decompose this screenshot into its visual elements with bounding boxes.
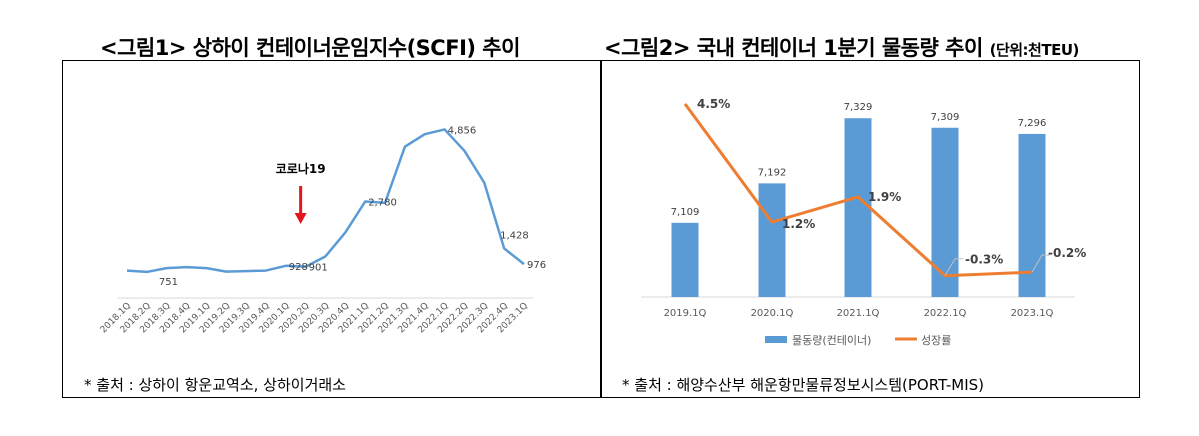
- bar-value-label: 7,192: [758, 167, 787, 178]
- figure1-source-note: * 출처 : 상하이 항운교역소, 상하이거래소: [84, 376, 346, 394]
- x-tick-label: 2020.1Q: [751, 308, 794, 319]
- data-label: 1,428: [500, 230, 529, 241]
- arrow-down-icon: [294, 213, 307, 224]
- bar-value-label: 7,109: [671, 207, 700, 218]
- line-value-label: 1.9%: [868, 190, 901, 204]
- line-value-label: 4.5%: [697, 97, 730, 111]
- data-label: 751: [159, 277, 178, 288]
- bar-2023.1Q: [1018, 133, 1046, 297]
- bar-value-label: 7,296: [1018, 118, 1047, 129]
- annotation-label: 코로나19: [276, 161, 326, 176]
- data-label: 928: [289, 262, 308, 273]
- x-tick-label: 2019.1Q: [664, 308, 707, 319]
- data-label: 2,780: [368, 198, 397, 209]
- bar-value-label: 7,329: [844, 102, 873, 113]
- legend-bar-swatch: [765, 336, 787, 343]
- data-label: 4,856: [448, 125, 477, 136]
- leader-line: [944, 258, 963, 276]
- growth-rate-line: [683, 103, 1033, 278]
- line-value-label: -0.2%: [1048, 246, 1086, 260]
- figure2-source-note: * 출처 : 해양수산부 해운항만물류정보시스템(PORT-MIS): [622, 376, 985, 394]
- x-tick-label: 2021.1Q: [837, 308, 880, 319]
- figure1-box: [62, 60, 602, 398]
- x-tick-label: 2022.1Q: [924, 308, 967, 319]
- figure2-title: <그림2> 국내 컨테이너 1분기 물동량 추이 (단위:천TEU): [604, 32, 1079, 62]
- data-label: 976: [527, 260, 546, 271]
- unit-label: (단위:천TEU): [989, 41, 1080, 59]
- legend-label-volume: 물동량(컨테이너): [792, 334, 871, 347]
- figure2-box: [600, 60, 1140, 398]
- bar-2020.1Q: [758, 183, 786, 297]
- line-value-label: -0.3%: [965, 253, 1003, 267]
- line-value-label: 1.2%: [782, 217, 815, 231]
- data-label: 901: [309, 263, 328, 274]
- leader-line: [1031, 254, 1050, 273]
- legend-label-growth: 성장률: [921, 334, 951, 347]
- x-tick-label: 2023.1Q: [1011, 308, 1054, 319]
- figure2-title-text: <그림2> 국내 컨테이너 1분기 물동량 추이: [604, 36, 983, 60]
- bar-2021.1Q: [844, 118, 872, 297]
- bar-2019.1Q: [671, 222, 699, 297]
- bar-value-label: 7,309: [931, 112, 960, 123]
- figure1-title: <그림1> 상하이 컨테이너운임지수(SCFI) 추이: [100, 36, 520, 60]
- bar-2022.1Q: [931, 127, 959, 298]
